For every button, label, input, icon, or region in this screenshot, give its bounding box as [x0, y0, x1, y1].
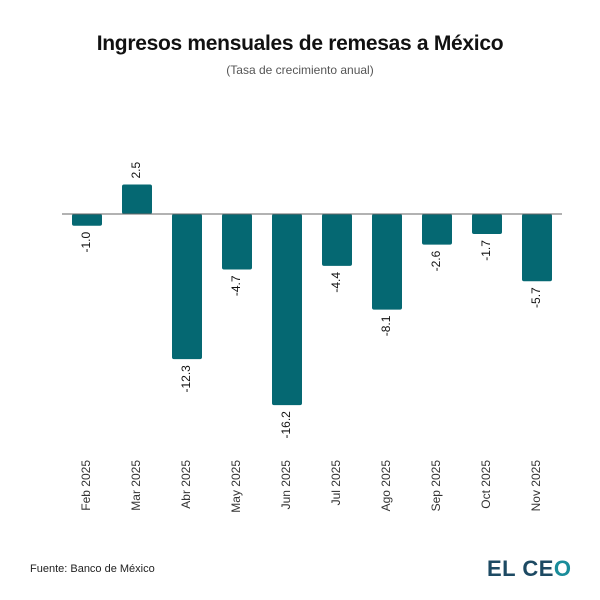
data-label: -4.4 — [329, 272, 343, 293]
chart-title: Ingresos mensuales de remesas a México — [96, 32, 504, 55]
bar — [222, 214, 252, 270]
data-label: -2.6 — [429, 250, 443, 271]
data-label: -5.7 — [529, 287, 543, 308]
x-tick-label: Jun 2025 — [279, 460, 293, 510]
x-tick-label: Sep 2025 — [429, 460, 443, 512]
data-label: -1.0 — [79, 231, 93, 252]
bar — [372, 214, 402, 310]
x-tick-label: Oct 2025 — [479, 460, 493, 509]
data-label: -16.2 — [279, 411, 293, 439]
x-tick-label: May 2025 — [229, 460, 243, 513]
bar — [322, 214, 352, 266]
data-label: 2.5 — [129, 161, 143, 178]
x-tick-label: Mar 2025 — [129, 460, 143, 511]
bar — [472, 214, 502, 235]
bar — [172, 214, 202, 360]
x-tick-label: Ago 2025 — [379, 460, 393, 512]
x-tick-label: Feb 2025 — [79, 460, 93, 511]
x-tick-label: Nov 2025 — [529, 460, 543, 512]
bar — [272, 214, 302, 406]
data-label: -8.1 — [379, 315, 393, 336]
bar — [72, 214, 102, 226]
data-label: -4.7 — [229, 275, 243, 296]
x-tick-label: Abr 2025 — [179, 460, 193, 509]
x-tick-label: Jul 2025 — [329, 460, 343, 506]
data-label: -1.7 — [479, 240, 493, 261]
chart-subtitle: (Tasa de crecimiento anual) — [226, 63, 374, 77]
data-label: -12.3 — [179, 365, 193, 393]
bar — [422, 214, 452, 245]
el-ceo-logo: EL CEO — [487, 556, 572, 581]
source-note: Fuente: Banco de México — [30, 563, 155, 575]
bar — [522, 214, 552, 282]
bar — [122, 184, 152, 214]
